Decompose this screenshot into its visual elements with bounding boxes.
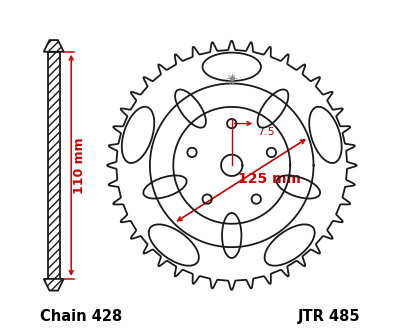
- Bar: [48, 52, 60, 279]
- Polygon shape: [44, 40, 64, 52]
- Text: 125 mm: 125 mm: [238, 172, 301, 186]
- Text: JTR 485: JTR 485: [298, 309, 360, 324]
- Text: 110 mm: 110 mm: [73, 137, 86, 194]
- Text: 7.5: 7.5: [257, 127, 274, 137]
- Polygon shape: [44, 279, 64, 291]
- Text: Chain 428: Chain 428: [40, 309, 122, 324]
- Bar: [48, 52, 60, 279]
